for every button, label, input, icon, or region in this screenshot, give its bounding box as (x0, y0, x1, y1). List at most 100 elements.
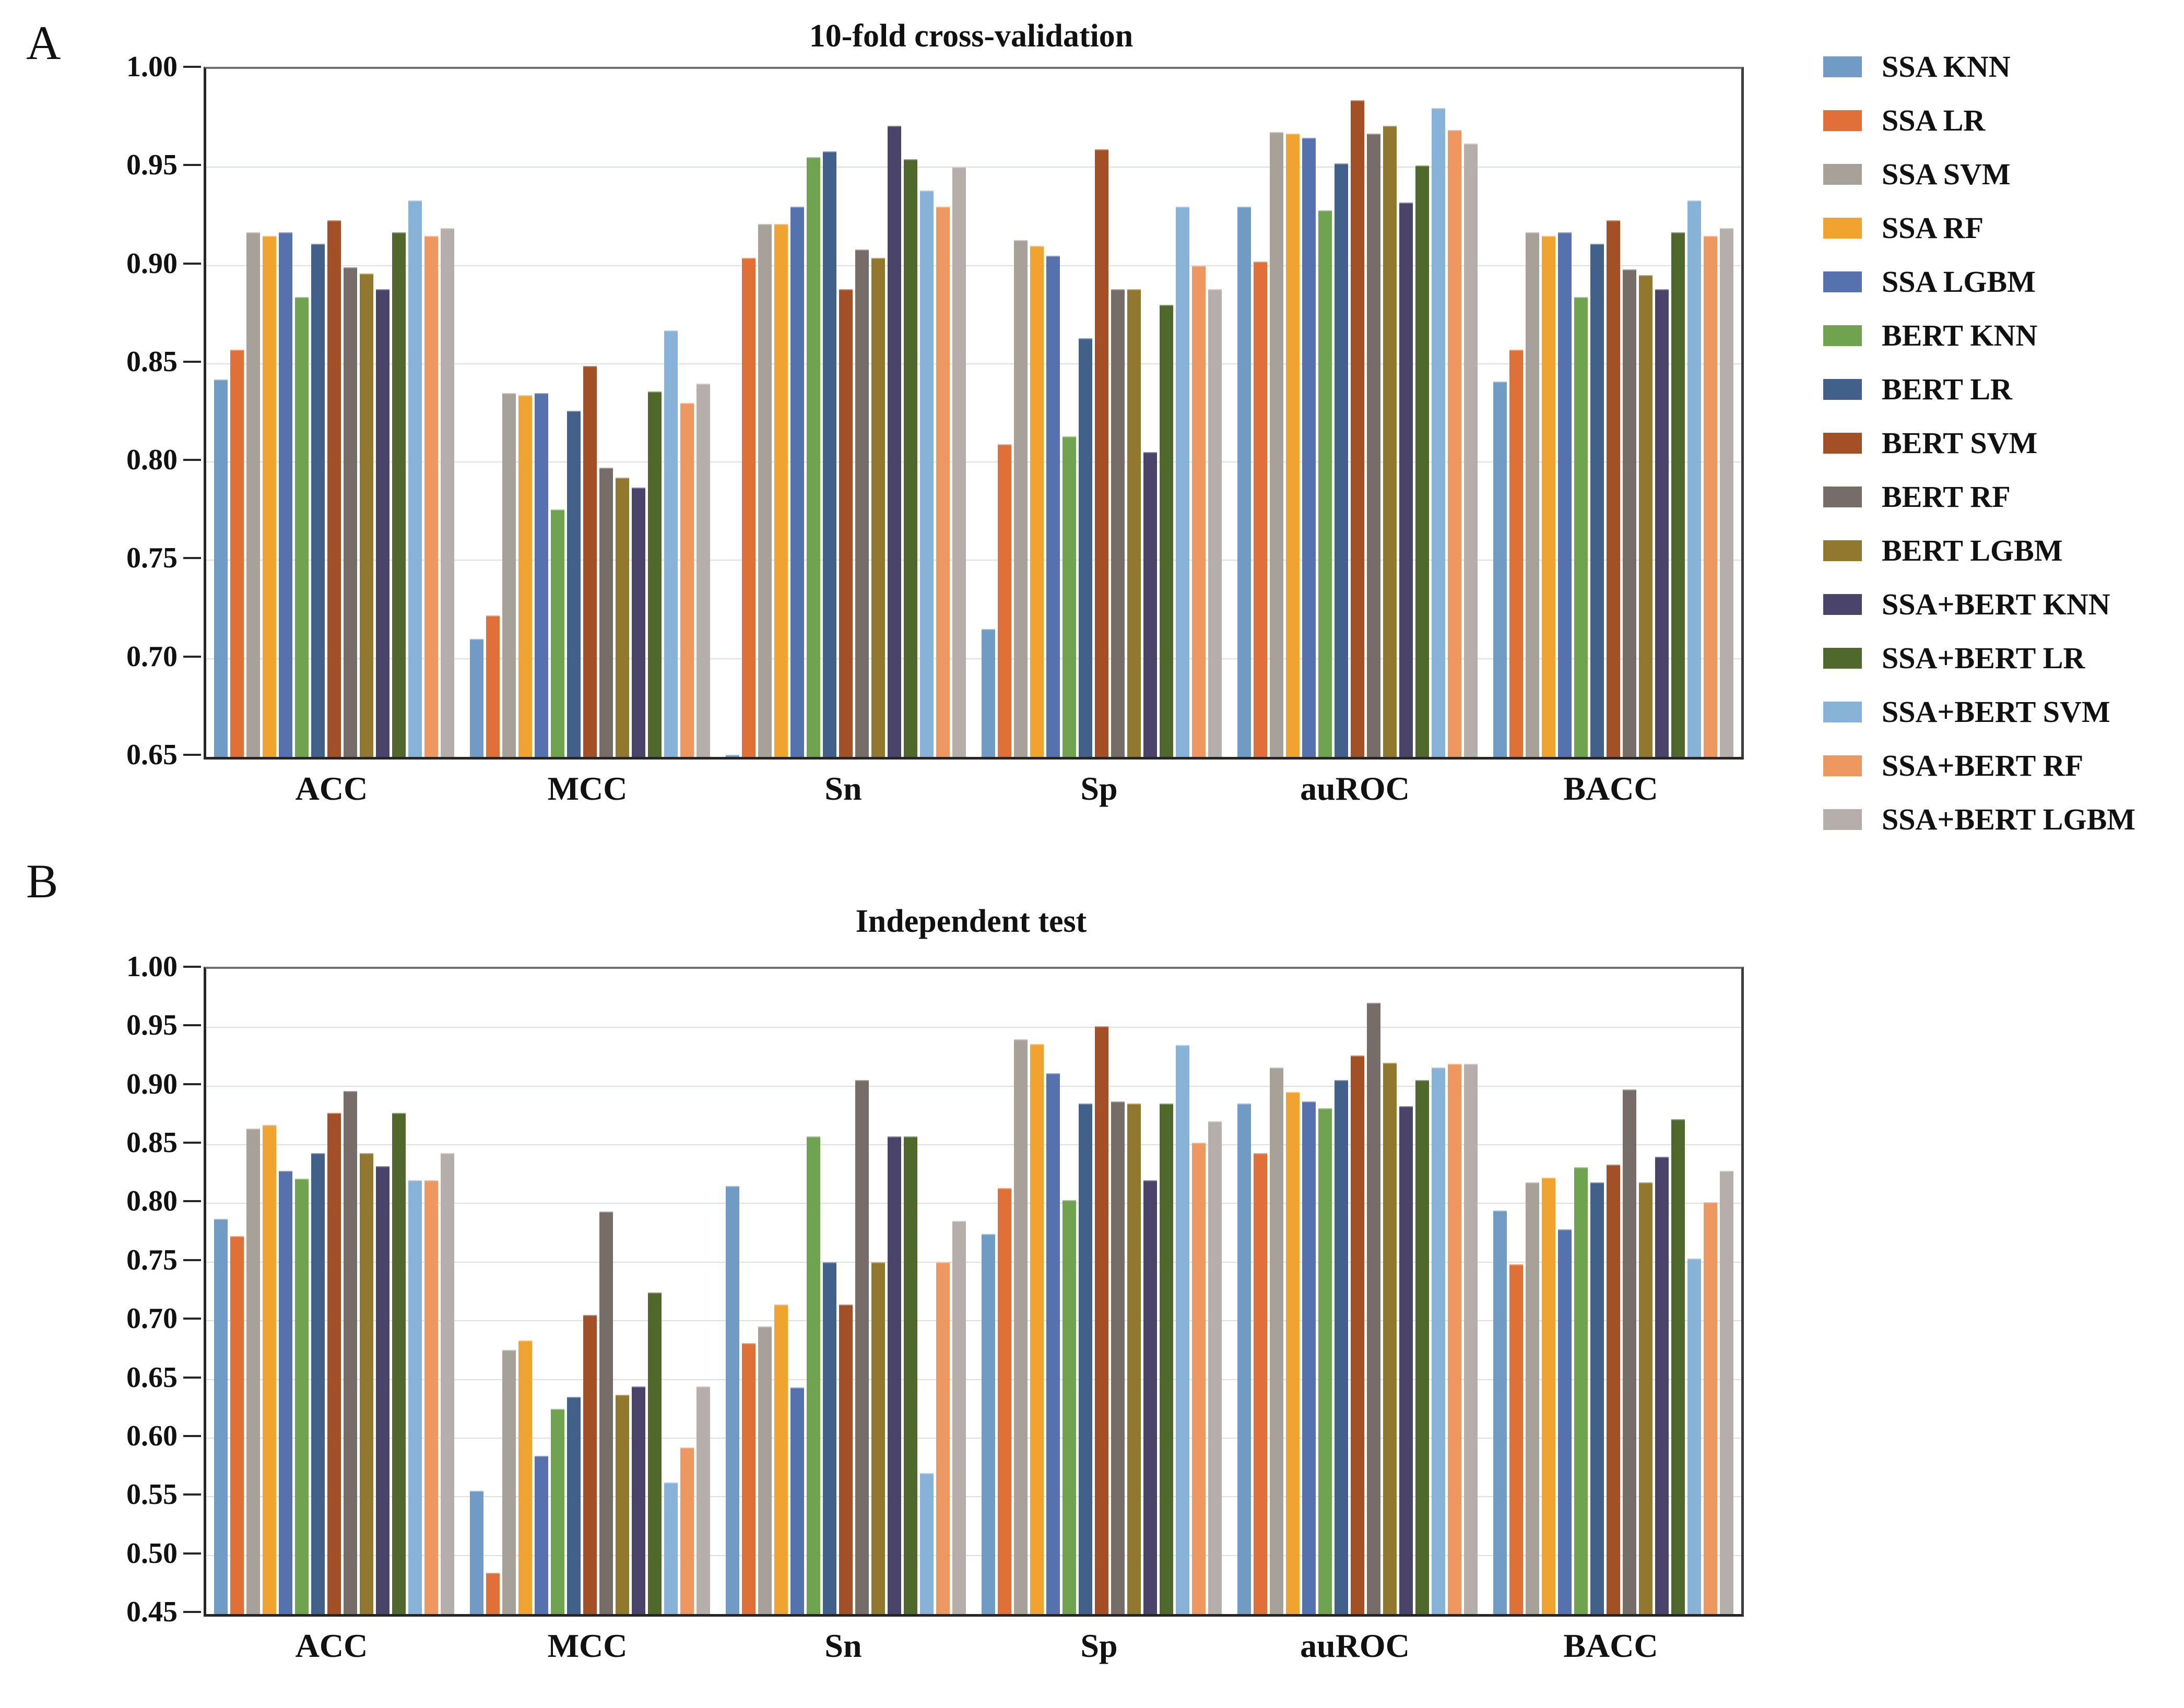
bar (1351, 100, 1364, 757)
bar (1655, 289, 1669, 757)
x-axis-label: ACC (295, 1627, 368, 1664)
y-axis-label: 0.70 (126, 1302, 178, 1335)
y-axis-tick (183, 1259, 201, 1261)
bar (424, 1180, 438, 1614)
bar (758, 1326, 772, 1614)
y-axis-label: 0.50 (126, 1537, 178, 1570)
bar (855, 250, 869, 757)
legend-item: BERT LGBM (1823, 524, 2135, 577)
bar (742, 258, 755, 757)
y-axis-label: 0.95 (126, 1009, 178, 1041)
bar (1687, 1259, 1701, 1614)
bar (376, 1166, 389, 1614)
bar (726, 1186, 739, 1614)
bar (360, 274, 373, 757)
bar (1493, 1211, 1507, 1614)
x-axis-label: Sn (824, 1627, 862, 1664)
bar (982, 1234, 995, 1614)
bar (998, 444, 1011, 757)
bar (982, 629, 995, 757)
bar (1607, 220, 1620, 757)
bar (855, 1080, 869, 1614)
bar (583, 366, 597, 757)
legend-label: BERT RF (1882, 480, 2011, 514)
gridline (206, 1320, 1741, 1321)
bar (648, 1292, 662, 1614)
bar (1046, 256, 1060, 757)
y-axis-label: 0.75 (126, 542, 178, 574)
gridline (206, 461, 1741, 462)
gridline (206, 658, 1741, 659)
y-axis-label: 1.00 (126, 51, 178, 83)
bar (1639, 275, 1652, 757)
y-axis-tick (183, 459, 201, 461)
y-axis-tick (183, 1200, 201, 1202)
bar (1448, 1064, 1461, 1614)
bar-groups (206, 69, 1741, 757)
legend-item: BERT KNN (1823, 309, 2135, 362)
legend-swatch (1823, 647, 1862, 669)
bar (1030, 1044, 1044, 1614)
legend-swatch (1823, 378, 1862, 400)
bar (1237, 1104, 1251, 1614)
panel-b-plot-area (204, 967, 1744, 1617)
bar (1687, 200, 1701, 757)
y-axis-tick (183, 1318, 201, 1320)
bar (214, 1219, 228, 1614)
bar (502, 1350, 516, 1614)
bar (1286, 1092, 1300, 1614)
bar-group-Sp (974, 969, 1230, 1614)
bar (920, 1473, 934, 1614)
legend-swatch (1823, 325, 1862, 346)
bar (230, 1236, 244, 1614)
bar (904, 1136, 917, 1614)
bar (1176, 1045, 1189, 1614)
bar (616, 1395, 629, 1614)
bar (1302, 138, 1316, 757)
bar (567, 1397, 581, 1614)
bar-group-MCC (462, 69, 718, 757)
legend-swatch (1823, 217, 1862, 239)
bar (360, 1153, 373, 1614)
y-axis-label: 0.80 (126, 444, 178, 476)
bar (470, 639, 483, 757)
bar (1063, 1200, 1076, 1614)
bar (263, 236, 276, 757)
bar (774, 224, 788, 757)
bar (871, 1262, 885, 1614)
y-axis-tick (183, 1552, 201, 1555)
bar (1111, 289, 1125, 757)
bar (1558, 232, 1572, 757)
legend-swatch (1823, 432, 1862, 454)
y-axis-tick (183, 656, 201, 658)
bar (327, 1113, 341, 1614)
legend-label: BERT KNN (1882, 318, 2038, 352)
bar-group-ACC (206, 69, 462, 757)
legend-item: SSA+BERT LR (1823, 631, 2135, 685)
bar (648, 392, 662, 757)
y-axis-tick (183, 966, 201, 968)
bar (998, 1188, 1011, 1614)
x-axis-label: ACC (295, 770, 368, 807)
legend-item: BERT LR (1823, 362, 2135, 416)
legend-item: SSA+BERT RF (1823, 739, 2135, 792)
bar (1286, 134, 1300, 757)
panel-b-letter: B (26, 855, 58, 908)
bar (1542, 236, 1555, 757)
bar (726, 755, 739, 757)
bar (1639, 1182, 1652, 1614)
bar (1335, 1080, 1348, 1614)
bar (871, 258, 885, 757)
bar (1143, 452, 1157, 757)
bar (774, 1304, 788, 1614)
legend-swatch (1823, 701, 1862, 722)
bar (1208, 1121, 1222, 1614)
bar (790, 1387, 804, 1614)
legend-item: SSA KNN (1823, 40, 2135, 93)
panel-a-plot-area (204, 67, 1744, 760)
y-axis-tick (183, 164, 201, 166)
bar (1270, 132, 1283, 757)
bar (344, 267, 357, 757)
bar (936, 207, 950, 757)
